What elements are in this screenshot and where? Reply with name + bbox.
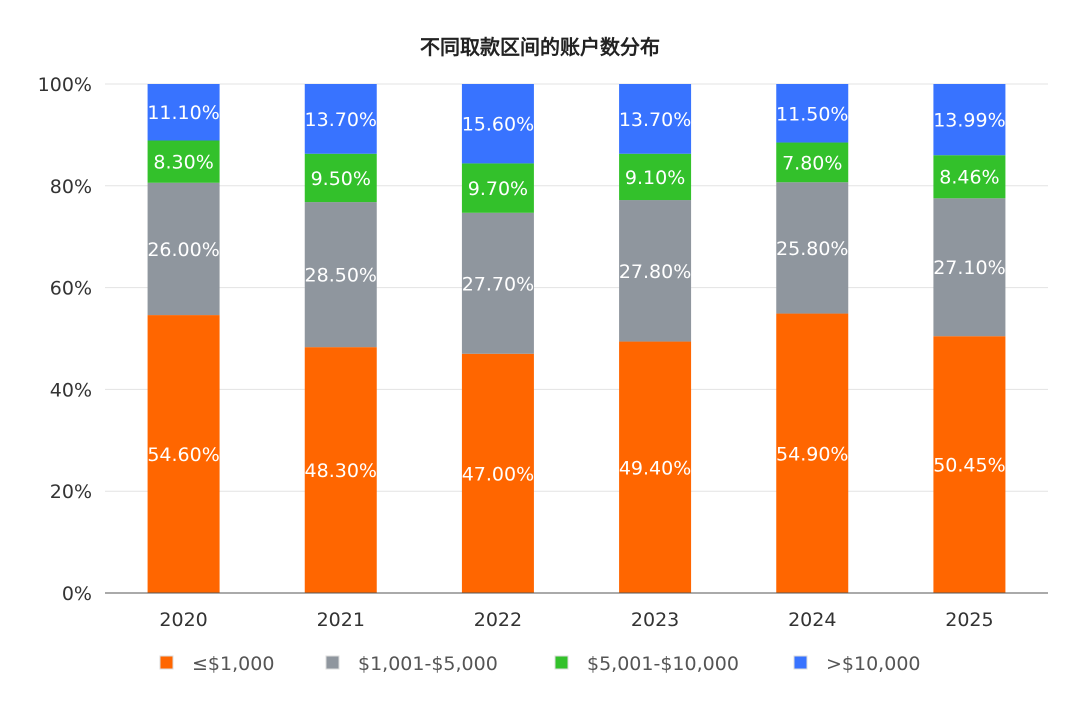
y-tick-label: 0% [62,583,92,605]
bar-segment [304,202,377,348]
data-label: 26.00% [147,239,219,261]
legend-item: $1,001-$5,000 [325,653,498,675]
data-label: 28.50% [305,265,377,287]
legend-label: $5,001-$10,000 [587,653,739,675]
bar-segment [147,84,220,141]
bar-segment [304,84,377,154]
y-tick-label: 100% [38,74,92,96]
legend-item: ≤$1,000 [159,653,274,675]
bar-segment [776,313,849,593]
bar-segment [619,84,692,154]
data-label: 13.70% [619,109,691,131]
x-tick-label: 2024 [788,609,836,631]
data-label: 27.70% [462,273,534,295]
bar-segment [776,84,849,143]
legend-swatch [159,655,174,670]
bar-segment [461,163,534,213]
data-label: 8.46% [939,167,999,189]
data-label: 25.80% [776,238,848,260]
legend-item: $5,001-$10,000 [554,653,739,675]
data-label: 54.90% [776,443,848,465]
legend-label: >$10,000 [826,653,921,675]
x-tick-label: 2025 [945,609,993,631]
x-tick-label: 2023 [631,609,679,631]
x-tick-label: 2022 [474,609,522,631]
bar-segment [776,142,849,183]
data-label: 9.10% [625,167,685,189]
bar-segment [147,182,220,316]
legend-swatch [325,655,340,670]
data-label: 9.70% [468,178,528,200]
bar-segment [304,153,377,203]
bar-segment [619,200,692,342]
data-label: 47.00% [462,463,534,485]
y-tick-label: 80% [50,176,92,198]
data-label: 27.10% [933,257,1005,279]
y-tick-label: 60% [50,278,92,300]
bar-segment [933,84,1006,156]
bar-segment [147,315,220,593]
data-label: 50.45% [933,455,1005,477]
legend-label: ≤$1,000 [192,653,274,675]
data-label: 8.30% [153,152,213,174]
data-label: 7.80% [782,152,842,174]
x-tick-label: 2020 [159,609,207,631]
legend-swatch [793,655,808,670]
bar-segment [461,84,534,164]
data-label: 15.60% [462,114,534,136]
bar-segment [776,182,849,314]
data-label: 13.70% [305,109,377,131]
bar-segment [933,198,1006,337]
data-label: 11.50% [776,103,848,125]
data-label: 13.99% [933,110,1005,132]
bar-segment [461,212,534,354]
x-tick-label: 2021 [317,609,365,631]
y-tick-label: 20% [50,481,92,503]
legend-swatch [554,655,569,670]
bar-segment [147,140,220,183]
data-label: 48.30% [305,460,377,482]
data-label: 11.10% [147,102,219,124]
bar-segment [619,341,692,593]
data-label: 9.50% [311,168,371,190]
bar-segment [304,347,377,593]
y-tick-label: 40% [50,379,92,401]
bar-segment [933,155,1006,199]
bar-segment [619,153,692,201]
bar-segment [933,336,1006,593]
chart-title: 不同取款区间的账户数分布 [420,35,660,59]
bar-segment [461,353,534,593]
data-label: 49.40% [619,457,691,479]
legend-label: $1,001-$5,000 [358,653,498,675]
legend-item: >$10,000 [793,653,921,675]
data-label: 27.80% [619,261,691,283]
data-label: 54.60% [147,444,219,466]
